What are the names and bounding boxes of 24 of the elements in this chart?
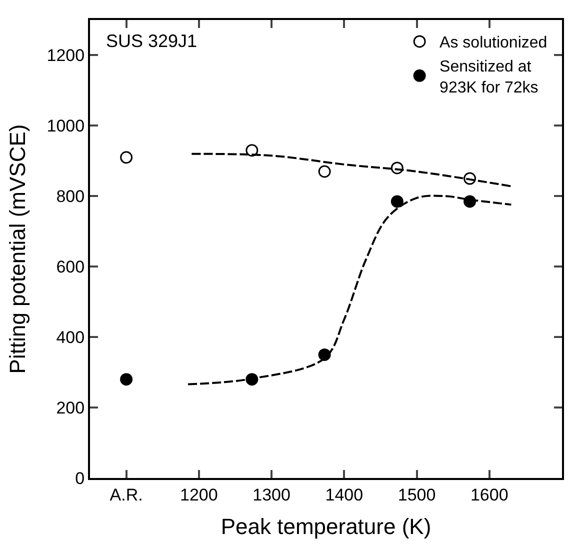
y-tick-label: 600 bbox=[56, 258, 85, 277]
line-series bbox=[187, 194, 512, 386]
annotation: SUS 329J1 bbox=[106, 31, 198, 51]
x-axis-title: Peak temperature (K) bbox=[220, 514, 432, 539]
point bbox=[390, 195, 404, 208]
x-tick-label: 1400 bbox=[325, 485, 364, 504]
y-tick-label: 1000 bbox=[46, 116, 85, 136]
y-tick-label: 800 bbox=[56, 187, 85, 206]
y-tick-label: 1200 bbox=[46, 46, 85, 66]
y-axis-title: Pitting potential (mVSCE) bbox=[5, 124, 30, 374]
x-tick-label: A.R. bbox=[110, 485, 143, 504]
x-tick-label: 1300 bbox=[252, 485, 290, 504]
x-tick-label: 1600 bbox=[470, 485, 508, 504]
y-tick-label: 0 bbox=[75, 468, 85, 488]
legend-label: Sensitized at 923K for 72ks bbox=[440, 58, 538, 96]
y-tick-label: 200 bbox=[56, 398, 85, 418]
y-tick-label: 400 bbox=[56, 328, 85, 348]
point bbox=[246, 144, 258, 157]
legend-label: As solutionized bbox=[440, 34, 548, 52]
x-tick-label: 1200 bbox=[180, 485, 218, 504]
x-tick-label: 1500 bbox=[398, 485, 436, 504]
point bbox=[318, 165, 331, 178]
point bbox=[120, 151, 133, 164]
point bbox=[120, 373, 133, 386]
